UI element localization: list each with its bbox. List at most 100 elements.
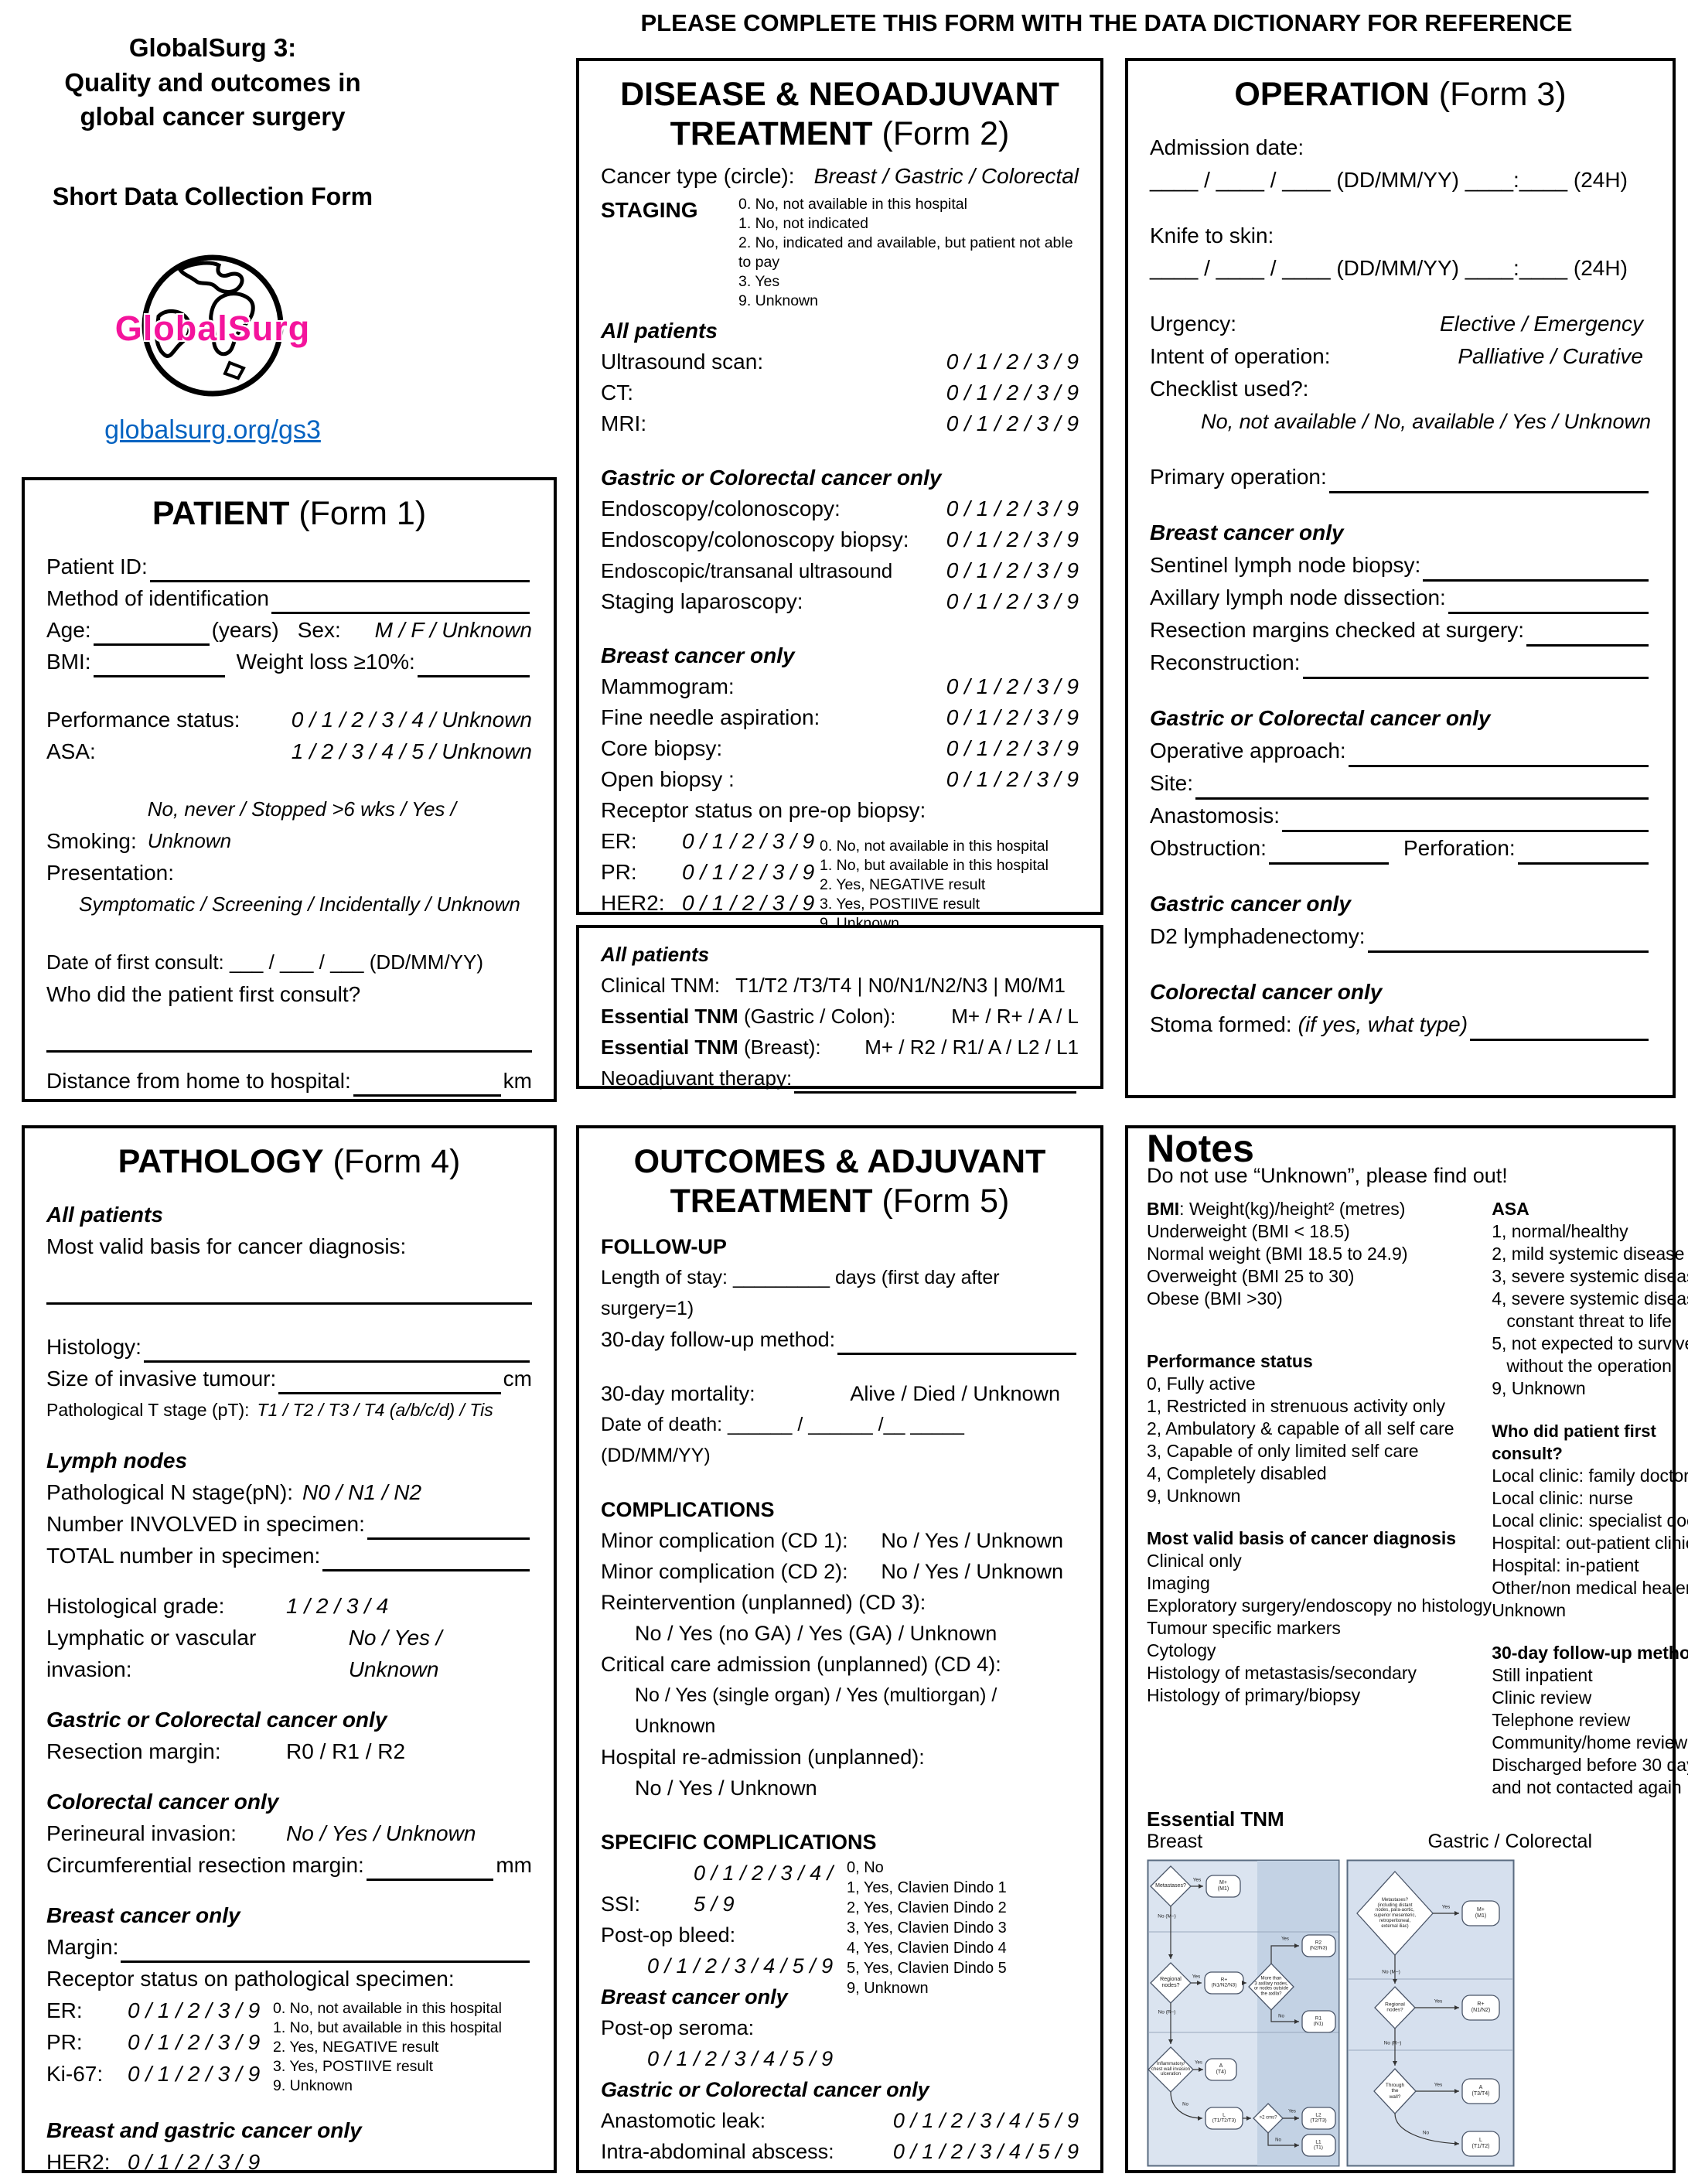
fna-options[interactable]: 0 / 1 / 2 / 3 / 9 (946, 705, 1079, 730)
readmission-options[interactable]: No / Yes / Unknown (635, 1776, 817, 1800)
knife-to-skin-line[interactable]: ____ / ____ / ____ (DD/MM/YY) ____:____ … (1150, 255, 1628, 280)
admission-date-line[interactable]: ____ / ____ / ____ (DD/MM/YY) ____:____ … (1150, 167, 1628, 192)
checklist-options[interactable]: No, not available / No, available / Yes … (1201, 409, 1651, 433)
tumour-size-blank[interactable] (278, 1371, 501, 1394)
ultrasound-options[interactable]: 0 / 1 / 2 / 3 / 9 (946, 350, 1079, 374)
length-of-stay-line[interactable]: Length of stay: _________ days (first da… (601, 1267, 1000, 1320)
pr-options[interactable]: 0 / 1 / 2 / 3 / 9 (682, 860, 815, 885)
d2-blank[interactable] (1367, 930, 1649, 953)
smoking-options[interactable]: No, never / Stopped >6 wks / Yes / Unkno… (147, 797, 456, 852)
reconstruction-blank[interactable] (1302, 656, 1649, 679)
stoma-blank[interactable] (1470, 1018, 1649, 1041)
clinical-tnm-options[interactable]: T1/T2 /T3/T4 | N0/N1/N2/N3 | M0/M1 (735, 974, 1066, 997)
resection-margin-options[interactable]: R0 / R1 / R2 (286, 1739, 406, 1763)
er-options[interactable]: 0 / 1 / 2 / 3 / 9 (682, 829, 815, 854)
grade-options[interactable]: 1 / 2 / 3 / 4 (286, 1593, 389, 1618)
transanal-us-options[interactable]: 0 / 1 / 2 / 3 / 9 (946, 558, 1079, 583)
postop-bleed-options[interactable]: 0 / 1 / 2 / 3 / 4 / 5 / 9 (647, 1954, 834, 1978)
urgency-options[interactable]: Elective / Emergency (1440, 311, 1643, 336)
obstruction-blank[interactable] (1268, 841, 1389, 865)
cd3-options[interactable]: No / Yes (no GA) / Yes (GA) / Unknown (635, 1622, 997, 1646)
abscess-options[interactable]: 0 / 1 / 2 / 3 / 4 / 5 / 9 (892, 2140, 1079, 2164)
essential-tnm-gastric-options[interactable]: M+ / R+ / A / L (951, 1005, 1079, 1028)
histology-blank[interactable] (143, 1339, 530, 1363)
mortality-options[interactable]: Alive / Died / Unknown (850, 1382, 1060, 1406)
breast-regional-yes-label: Yes (1192, 1974, 1201, 1980)
cd2-options[interactable]: No / Yes / Unknown (881, 1560, 1063, 1584)
margins-checked-blank[interactable] (1526, 623, 1649, 647)
presentation-label: Presentation: (46, 860, 174, 885)
ssi-options[interactable]: 0 / 1 / 2 / 3 / 4 / 5 / 9 (694, 1862, 834, 1916)
cancer-type-options[interactable]: Breast / Gastric / Colorectal (813, 164, 1079, 189)
cd1-options[interactable]: No / Yes / Unknown (881, 1529, 1063, 1553)
distance-blank[interactable] (353, 1073, 501, 1097)
crm-blank[interactable] (366, 1858, 494, 1881)
patient-form-number: (Form 1) (289, 495, 427, 532)
open-biopsy-label: Open biopsy : (601, 767, 735, 792)
anastomosis-blank[interactable] (1282, 809, 1649, 832)
basis-answer-blank[interactable] (46, 1302, 532, 1305)
path-pr-options[interactable]: 0 / 1 / 2 / 3 / 9 (128, 2029, 261, 2054)
masthead: GlobalSurg 3: Quality and outcomes in gl… (23, 31, 402, 445)
ct-options[interactable]: 0 / 1 / 2 / 3 / 9 (946, 380, 1079, 405)
axillary-blank[interactable] (1448, 591, 1649, 614)
bmi-label: BMI: (46, 649, 91, 674)
followup-method-blank[interactable] (837, 1332, 1076, 1356)
asa-options[interactable]: 1 / 2 / 3 / 4 / 5 / Unknown (291, 739, 532, 763)
core-biopsy-options[interactable]: 0 / 1 / 2 / 3 / 9 (946, 736, 1079, 761)
perineural-options[interactable]: No / Yes / Unknown (286, 1821, 476, 1845)
age-blank[interactable] (93, 623, 210, 646)
sentinel-blank[interactable] (1423, 558, 1649, 582)
resection-margin-label: Resection margin: (46, 1739, 221, 1763)
weight-loss-blank[interactable] (417, 654, 530, 677)
endoscopy-biopsy-options[interactable]: 0 / 1 / 2 / 3 / 9 (946, 527, 1079, 552)
lvi-options[interactable]: No / Yes / Unknown (348, 1625, 442, 1681)
margin-blank[interactable] (121, 1940, 530, 1963)
staging-laparoscopy-label: Staging laparoscopy: (601, 589, 803, 614)
date-first-consult-line[interactable]: Date of first consult: ___ / ___ / ___ (… (46, 950, 484, 974)
lymph-nodes-header: Lymph nodes (46, 1448, 188, 1472)
endoscopy-options[interactable]: 0 / 1 / 2 / 3 / 9 (946, 497, 1079, 521)
pn-stage-options[interactable]: N0 / N1 / N2 (302, 1479, 422, 1504)
who-consult-answer-blank[interactable] (46, 1049, 532, 1053)
path-er-options[interactable]: 0 / 1 / 2 / 3 / 9 (128, 1998, 261, 2022)
postop-seroma-options[interactable]: 0 / 1 / 2 / 3 / 4 / 5 / 9 (647, 2047, 834, 2071)
staging-label: STAGING (601, 198, 698, 223)
smoking-label: Smoking: (46, 828, 137, 853)
total-nodes-blank[interactable] (322, 1548, 530, 1571)
operative-approach-blank[interactable] (1348, 744, 1649, 767)
sex-options[interactable]: M / F / Unknown (374, 617, 532, 642)
bmi-blank[interactable] (93, 654, 225, 677)
gastro-regional-question: Regional nodes? (1385, 2001, 1405, 2013)
essential-tnm-breast-options[interactable]: M+ / R2 / R1/ A / L2 / L1 (864, 1036, 1079, 1059)
neoadjuvant-blank[interactable] (794, 1070, 1076, 1094)
mri-options[interactable]: 0 / 1 / 2 / 3 / 9 (946, 411, 1079, 436)
pt-stage-options[interactable]: T1 / T2 / T3 / T4 (a/b/c/d) / Tis (257, 1399, 493, 1420)
perforation-blank[interactable] (1517, 841, 1649, 865)
performance-status-options[interactable]: 0 / 1 / 2 / 3 / 4 / Unknown (291, 707, 532, 732)
method-of-identification-blank[interactable] (271, 591, 530, 614)
primary-operation-blank[interactable] (1328, 470, 1649, 493)
mammogram-options[interactable]: 0 / 1 / 2 / 3 / 9 (946, 674, 1079, 699)
site-blank[interactable] (1195, 776, 1649, 800)
stoma-paren: (if yes, what type) (1298, 1012, 1468, 1036)
operative-approach-label: Operative approach: (1150, 738, 1346, 763)
gastro-wall-no-label: No (1422, 2130, 1430, 2136)
path-her2-options[interactable]: 0 / 1 / 2 / 3 / 9 (128, 2149, 261, 2174)
staging-laparoscopy-options[interactable]: 0 / 1 / 2 / 3 / 9 (946, 589, 1079, 614)
gastro-metastases-question: Metastases? (including distant nodes, pa… (1373, 1897, 1417, 1929)
path-ki67-options[interactable]: 0 / 1 / 2 / 3 / 9 (128, 2061, 261, 2086)
website-link[interactable]: globalsurg.org/gs3 (104, 415, 321, 445)
her2-options[interactable]: 0 / 1 / 2 / 3 / 9 (682, 891, 815, 916)
notes-intro: Do not use “Unknown”, please find out! (1147, 1164, 1508, 1187)
anastomotic-leak-options[interactable]: 0 / 1 / 2 / 3 / 4 / 5 / 9 (892, 2109, 1079, 2133)
date-of-death-line[interactable]: Date of death: ______ / ______ /__ _____… (601, 1414, 964, 1467)
ultrasound-label: Ultrasound scan: (601, 350, 764, 374)
involved-blank[interactable] (367, 1517, 530, 1540)
patient-id-blank[interactable] (149, 559, 530, 582)
perineural-label: Perineural invasion: (46, 1821, 237, 1845)
intent-options[interactable]: Palliative / Curative (1458, 343, 1643, 368)
presentation-options[interactable]: Symptomatic / Screening / Incidentally /… (79, 892, 520, 916)
cd4-options[interactable]: No / Yes (single organ) / Yes (multiorga… (635, 1684, 997, 1738)
open-biopsy-options[interactable]: 0 / 1 / 2 / 3 / 9 (946, 767, 1079, 792)
